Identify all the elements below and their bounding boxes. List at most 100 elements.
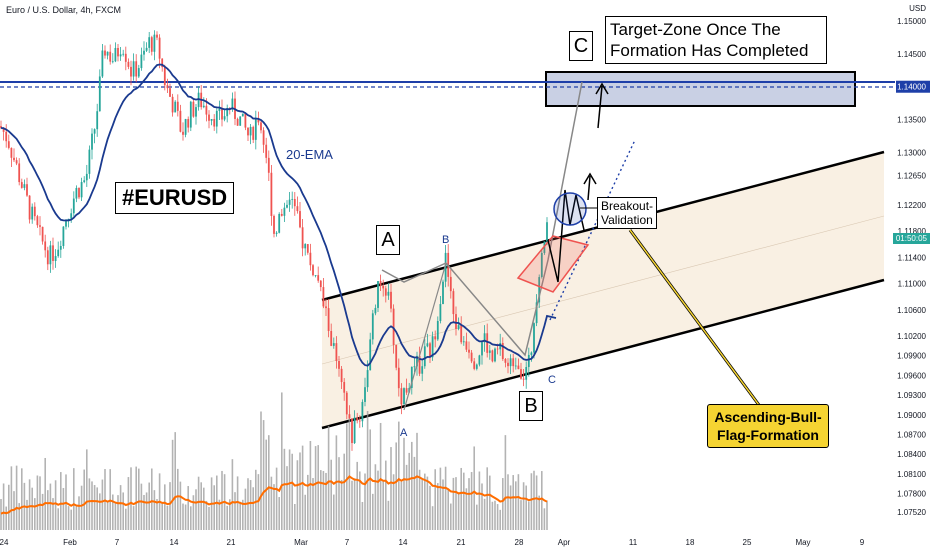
volume-bars bbox=[0, 392, 548, 530]
candle-body bbox=[176, 101, 179, 111]
candle-body bbox=[101, 50, 104, 77]
volume-bar bbox=[455, 477, 457, 530]
candle-body bbox=[106, 51, 109, 56]
candle-body bbox=[13, 157, 15, 161]
volume-bar bbox=[49, 483, 52, 530]
candle-body bbox=[522, 378, 525, 380]
candle-body bbox=[111, 61, 114, 63]
candle-body bbox=[127, 61, 130, 67]
volume-bar bbox=[442, 479, 444, 530]
candle-body bbox=[247, 127, 249, 136]
volume-bar bbox=[262, 420, 265, 530]
candle-body bbox=[54, 256, 57, 261]
candle-body bbox=[366, 370, 369, 388]
volume-bar bbox=[447, 489, 449, 530]
candle-body bbox=[421, 366, 424, 374]
candle-body bbox=[423, 346, 426, 367]
volume-bar bbox=[273, 484, 275, 530]
volume-bar bbox=[465, 488, 468, 530]
target-arrow-shaft bbox=[597, 85, 603, 129]
volume-bar bbox=[52, 498, 54, 530]
volume-bar bbox=[504, 435, 507, 530]
volume-bar bbox=[242, 499, 244, 530]
volume-bar bbox=[520, 500, 522, 530]
candle-body bbox=[109, 51, 112, 62]
candle-body bbox=[28, 195, 31, 220]
time-tick-label: 21 bbox=[227, 538, 236, 547]
volume-bar bbox=[366, 410, 369, 530]
price-tick-label: 1.07520 bbox=[897, 508, 926, 517]
zigzag-line bbox=[547, 189, 585, 283]
volume-bar bbox=[299, 452, 301, 530]
volume-bar bbox=[325, 472, 327, 530]
candle-body bbox=[273, 215, 275, 234]
candle-body bbox=[520, 369, 522, 379]
candle-body bbox=[462, 341, 465, 343]
breakout-arrow-head bbox=[583, 172, 597, 185]
volume-bar bbox=[197, 476, 200, 530]
candle-body bbox=[171, 96, 174, 113]
candle-body bbox=[65, 221, 67, 227]
candle-body bbox=[455, 314, 457, 329]
time-tick-label: 9 bbox=[860, 538, 865, 547]
volume-bar bbox=[408, 452, 410, 530]
volume-bar bbox=[382, 481, 384, 530]
candle-body bbox=[161, 58, 164, 68]
candle-body bbox=[210, 118, 213, 121]
volume-bar bbox=[62, 488, 65, 530]
volume-bar bbox=[405, 464, 408, 530]
candle-body bbox=[397, 367, 400, 389]
volume-bar bbox=[2, 483, 5, 530]
volume-bar bbox=[356, 461, 358, 530]
target-arrow-head bbox=[595, 82, 609, 95]
time-tick-label: 21 bbox=[457, 538, 466, 547]
candle-body bbox=[457, 325, 460, 329]
candle-body bbox=[494, 348, 496, 362]
volume-bar bbox=[44, 457, 46, 530]
price-tick-label: 1.08700 bbox=[897, 430, 926, 439]
volume-bar bbox=[130, 467, 132, 530]
channel-lower-line bbox=[321, 278, 885, 430]
candle-body bbox=[338, 360, 340, 369]
candle-body bbox=[96, 111, 99, 130]
volume-bar bbox=[468, 478, 470, 530]
candle-body bbox=[403, 388, 405, 405]
candle-body bbox=[405, 388, 408, 393]
candle-body bbox=[249, 126, 252, 136]
volume-bar bbox=[39, 476, 41, 530]
candle-body bbox=[98, 76, 101, 112]
volume-bar bbox=[421, 478, 423, 530]
volume-bar bbox=[398, 421, 400, 530]
volume-bar bbox=[543, 508, 546, 530]
candle-body bbox=[530, 352, 533, 355]
volume-bar bbox=[320, 470, 322, 530]
volume-bar bbox=[452, 477, 455, 530]
volume-bar bbox=[374, 464, 377, 530]
price-tick-label: 1.14500 bbox=[897, 50, 926, 59]
candle-body bbox=[475, 364, 478, 369]
volume-bar bbox=[114, 502, 117, 530]
key-level-tag bbox=[896, 80, 930, 93]
channel-mid-line bbox=[321, 215, 885, 365]
price-tick-label: 1.09900 bbox=[897, 352, 926, 361]
candle-body bbox=[504, 359, 507, 363]
volume-bar bbox=[156, 499, 158, 530]
candle-body bbox=[137, 68, 140, 77]
candle-body bbox=[130, 66, 132, 77]
candle-body bbox=[33, 206, 36, 217]
candle-body bbox=[15, 160, 18, 164]
volume-bar bbox=[218, 499, 221, 530]
volume-bar bbox=[340, 479, 343, 530]
volume-bar bbox=[249, 480, 252, 530]
volume-bar bbox=[296, 460, 299, 530]
volume-bar bbox=[379, 422, 382, 530]
volume-bar bbox=[434, 469, 436, 530]
candle-body bbox=[153, 34, 156, 52]
candle-body bbox=[150, 37, 153, 52]
candle-body bbox=[538, 277, 541, 303]
volume-bar bbox=[221, 470, 223, 530]
candle-body bbox=[332, 343, 335, 346]
candle-body bbox=[163, 67, 166, 86]
ticker-label: #EURUSD bbox=[115, 182, 235, 214]
